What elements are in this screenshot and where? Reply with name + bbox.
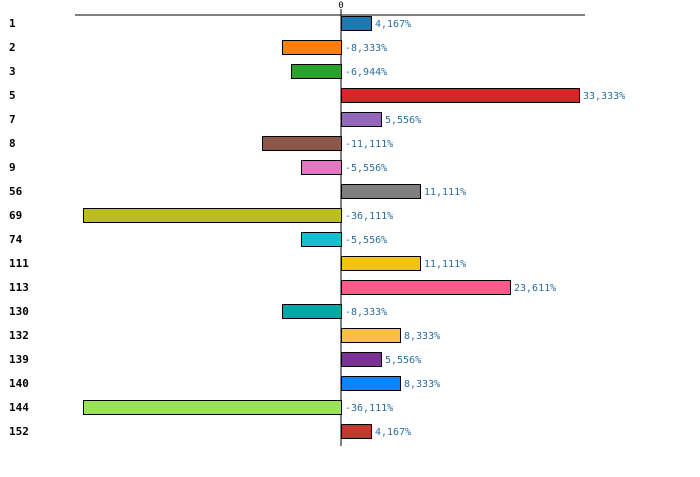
category-label-2: 2 (9, 41, 16, 54)
category-label-69: 69 (9, 209, 22, 222)
value-label-113: 23,611% (514, 283, 556, 294)
value-label-144: -36,111% (345, 403, 393, 414)
bar-74 (301, 232, 342, 247)
value-label-139: 5,556% (385, 355, 421, 366)
category-label-8: 8 (9, 137, 16, 150)
bar-152 (341, 424, 372, 439)
bar-113 (341, 280, 511, 295)
category-label-7: 7 (9, 113, 16, 126)
category-label-9: 9 (9, 161, 16, 174)
value-label-7: 5,556% (385, 115, 421, 126)
category-label-130: 130 (9, 305, 29, 318)
value-label-111: 11,111% (424, 259, 466, 270)
zero-tick-label: 0 (338, 1, 343, 11)
category-label-111: 111 (9, 257, 29, 270)
bar-69 (83, 208, 342, 223)
bar-140 (341, 376, 401, 391)
category-label-56: 56 (9, 185, 23, 198)
category-label-5: 5 (9, 89, 16, 102)
bar-7 (341, 112, 382, 127)
bar-8 (262, 136, 342, 151)
bar-144 (83, 400, 342, 415)
value-label-152: 4,167% (375, 427, 411, 438)
value-label-3: -6,944% (345, 67, 387, 78)
category-label-113: 113 (9, 281, 29, 294)
value-label-9: -5,556% (345, 163, 387, 174)
value-labels-group: 4,167% -8,333% -6,944% 33,333% 5,556% -11,111… (345, 19, 625, 438)
category-label-152: 152 (9, 425, 29, 438)
value-label-8: -11,111% (345, 139, 393, 150)
value-label-74: -5,556% (345, 235, 387, 246)
value-label-69: -36,111% (345, 211, 393, 222)
bar-5 (341, 88, 580, 103)
value-label-5: 33,333% (583, 91, 625, 102)
category-label-1: 1 (9, 17, 16, 30)
bars-group (83, 16, 580, 439)
bar-132 (341, 328, 401, 343)
category-label-140: 140 (9, 377, 29, 390)
bar-1 (341, 16, 372, 31)
value-label-2: -8,333% (345, 43, 387, 54)
category-label-74: 74 (9, 233, 23, 246)
category-label-3: 3 (9, 65, 16, 78)
bar-56 (341, 184, 421, 199)
bar-9 (301, 160, 342, 175)
value-label-132: 8,333% (404, 331, 440, 342)
bar-139 (341, 352, 382, 367)
value-label-1: 4,167% (375, 19, 411, 30)
bar-3 (291, 64, 342, 79)
category-labels-group: 1 2 3 5 7 8 9 56 69 74 111 113 130 132 139 140 144 152 (9, 17, 29, 438)
value-label-56: 11,111% (424, 187, 466, 198)
category-label-132: 132 (9, 329, 29, 342)
value-label-140: 8,333% (404, 379, 440, 390)
bar-130 (282, 304, 342, 319)
bar-111 (341, 256, 421, 271)
category-label-139: 139 (9, 353, 29, 366)
category-label-144: 144 (9, 401, 29, 414)
value-label-130: -8,333% (345, 307, 387, 318)
bar-2 (282, 40, 342, 55)
